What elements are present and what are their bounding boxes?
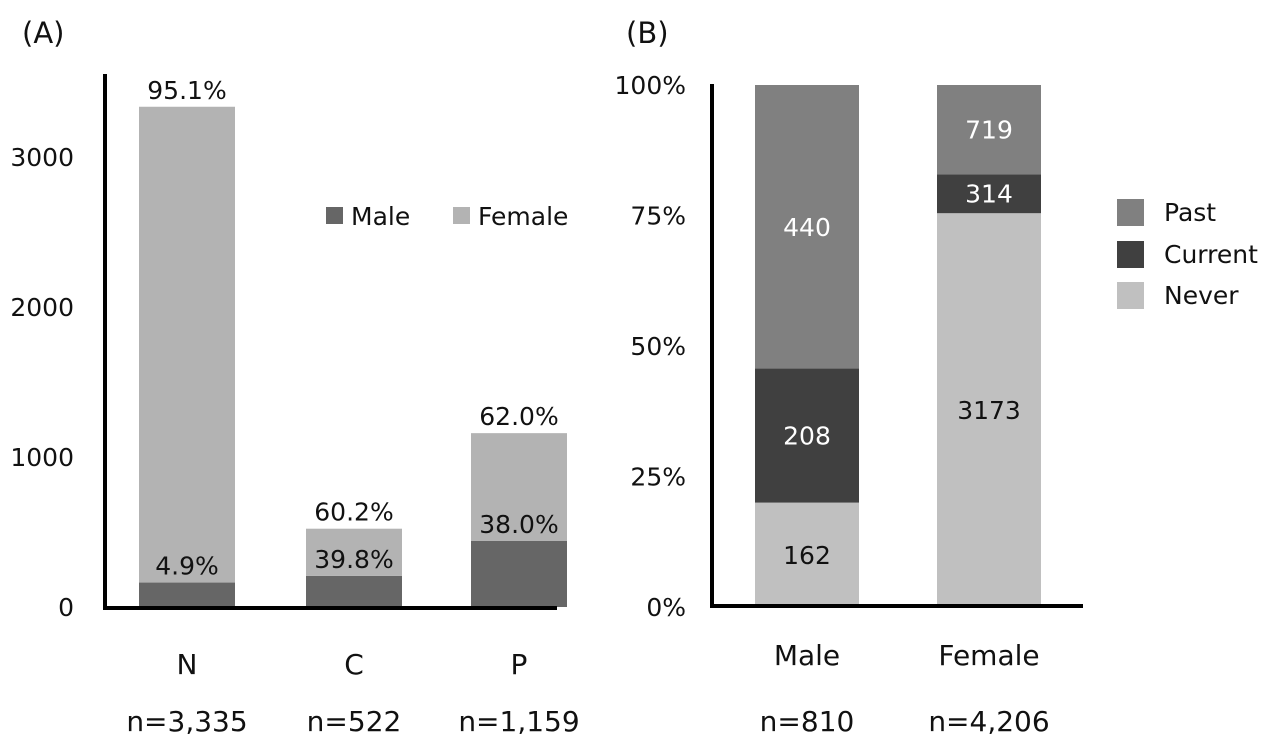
- bar-b-male-current: [755, 368, 859, 503]
- bar-b-female-never: [937, 213, 1041, 608]
- legend-label-b-never: Never: [1164, 281, 1239, 310]
- data-label-b-female-past: 719: [965, 116, 1013, 145]
- bar-a-n-female: [139, 106, 235, 583]
- data-label-b-female-never: 3173: [957, 396, 1021, 425]
- data-label-a-n-male: 4.9%: [155, 552, 219, 581]
- bar-a-p-male: [471, 541, 567, 607]
- bar-a-c-female: [306, 528, 402, 576]
- data-label-b-male-past: 440: [783, 213, 831, 242]
- legend-label-a-male: Male: [351, 202, 410, 231]
- bar-b-female-current: [937, 174, 1041, 214]
- legend-swatch-a-male: [326, 207, 343, 224]
- y-tick-label-b-75: 75%: [630, 202, 686, 231]
- legend-swatch-b-never: [1117, 282, 1144, 309]
- x-tick-label-b-female: Female: [938, 639, 1039, 672]
- y-tick-label-b-25: 25%: [630, 463, 686, 492]
- category-n-label-a-c: n=522: [307, 705, 402, 738]
- y-tick-label-a-3000: 3000: [10, 143, 74, 172]
- category-n-label-b-male: n=810: [760, 705, 855, 738]
- data-label-b-male-current: 208: [783, 422, 831, 451]
- data-label-b-female-current: 314: [965, 180, 1013, 209]
- x-tick-label-a-c: C: [344, 648, 364, 681]
- y-tick-label-b-50: 50%: [630, 332, 686, 361]
- category-n-label-a-n: n=3,335: [126, 705, 247, 738]
- bar-a-n-male: [139, 582, 235, 607]
- category-n-label-a-p: n=1,159: [458, 705, 579, 738]
- data-label-b-male-never: 162: [783, 541, 831, 570]
- x-tick-label-a-p: P: [511, 648, 528, 681]
- data-label-a-c-female: 60.2%: [314, 498, 393, 527]
- panel-label-a: (A): [22, 16, 64, 50]
- y-tick-label-b-0: 0%: [646, 593, 686, 622]
- bar-a-c-male: [306, 575, 402, 607]
- y-tick-label-a-2000: 2000: [10, 293, 74, 322]
- panel-b: (B) 0% 25% 50% 75% 100% 162 208 440 Male n=810 3173…: [615, 16, 1259, 738]
- bar-b-female-past: [937, 85, 1041, 175]
- data-label-a-n-female: 95.1%: [147, 76, 226, 105]
- y-tick-label-a-0: 0: [58, 593, 74, 622]
- x-tick-label-a-n: N: [177, 648, 198, 681]
- y-tick-label-a-1000: 1000: [10, 443, 74, 472]
- data-label-a-p-female: 62.0%: [479, 402, 558, 431]
- bar-b-male-past: [755, 85, 859, 369]
- legend-label-b-current: Current: [1164, 240, 1258, 269]
- x-tick-label-b-male: Male: [774, 639, 840, 672]
- data-label-a-c-male: 39.8%: [314, 545, 393, 574]
- panel-label-b: (B): [626, 16, 669, 50]
- bar-b-male-never: [755, 502, 859, 607]
- legend-swatch-a-female: [453, 207, 470, 224]
- panel-a: (A) 0 1000 2000 3000 95.1% 4.9% Nn=3,335 60.2% 39…: [10, 16, 579, 738]
- legend-swatch-b-past: [1117, 199, 1144, 226]
- data-label-a-p-male: 38.0%: [479, 510, 558, 539]
- legend-label-b-past: Past: [1164, 198, 1216, 227]
- bar-a-p-female: [471, 433, 567, 541]
- category-n-label-b-female: n=4,206: [928, 705, 1049, 738]
- y-tick-label-b-100: 100%: [615, 71, 686, 100]
- legend-swatch-b-current: [1117, 241, 1144, 268]
- legend-label-a-female: Female: [478, 202, 568, 231]
